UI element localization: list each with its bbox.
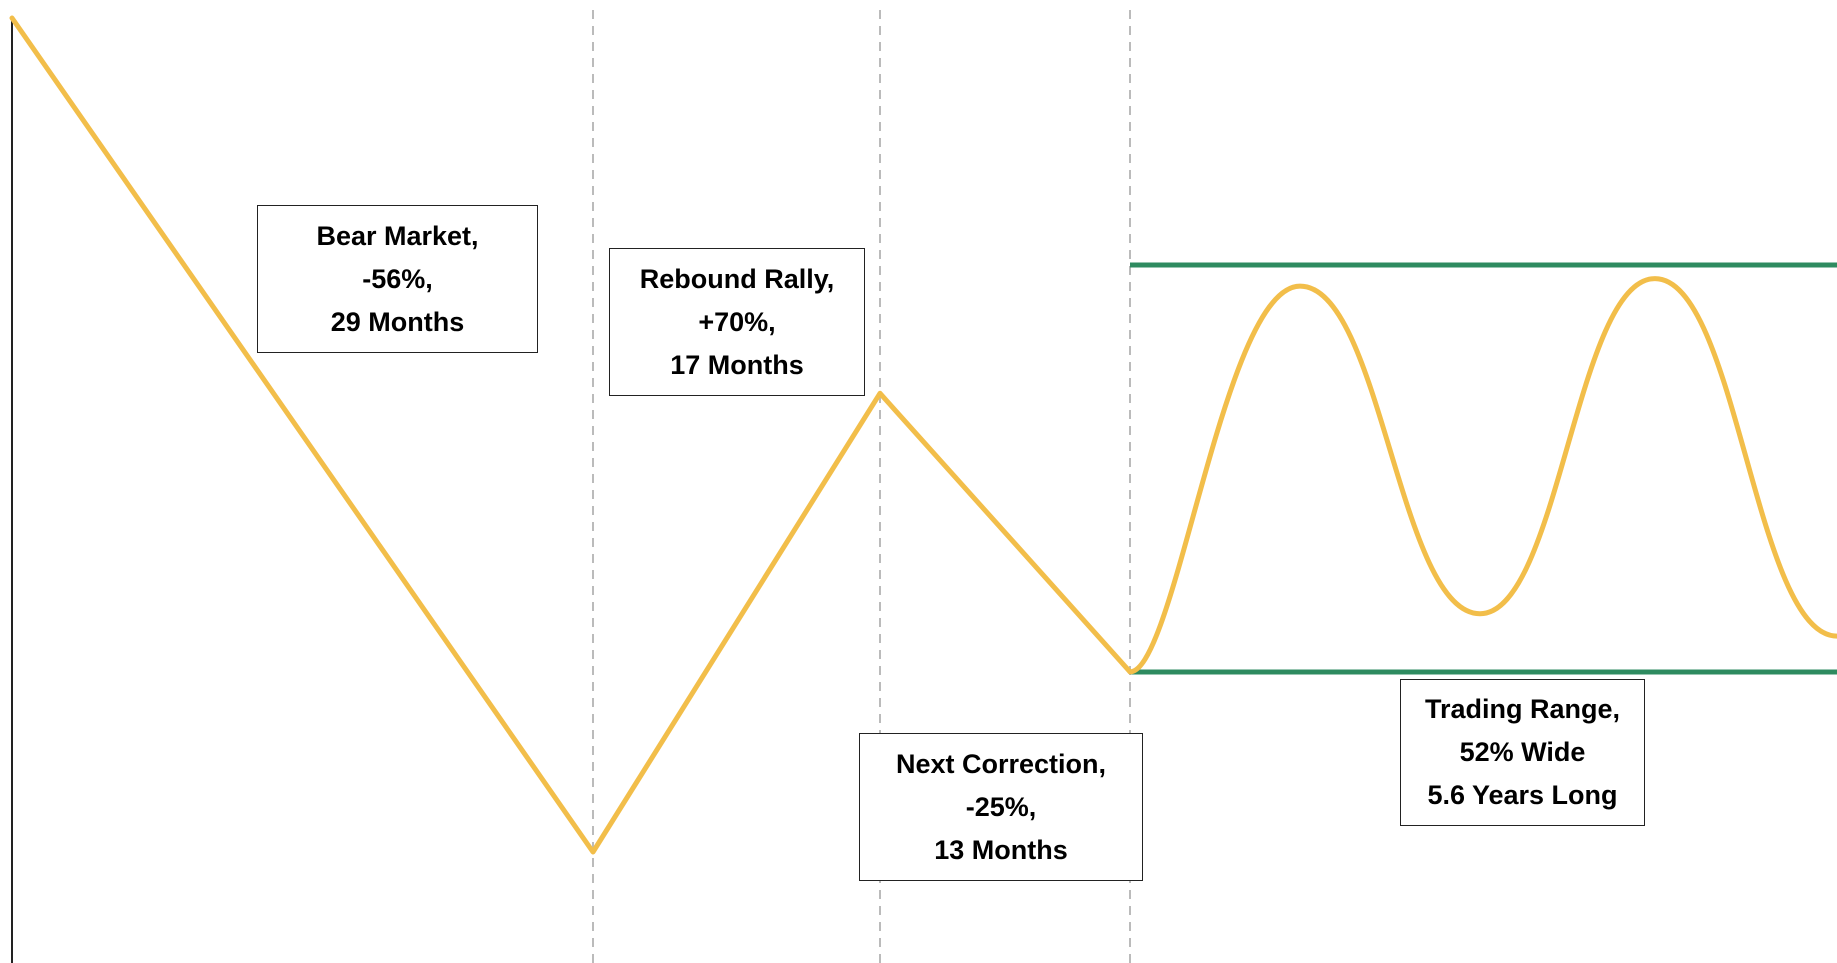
next-correction-annotation: Next Correction, -25%, 13 Months xyxy=(859,733,1143,881)
bear-market-annotation: Bear Market, -56%, 29 Months xyxy=(257,205,538,353)
rebound-rally-line-3: 17 Months xyxy=(670,349,804,380)
rebound-rally-line-1: Rebound Rally, xyxy=(639,263,835,294)
trading-range-line-2: 52% Wide xyxy=(1459,737,1586,767)
rebound-rally-line-2: +70%, xyxy=(698,306,776,337)
price-line-zigzag xyxy=(9,15,1133,855)
next-correction-line-3: 13 Months xyxy=(934,834,1068,865)
next-correction-line-2: -25%, xyxy=(965,791,1037,822)
trading-range-line-1: Trading Range, xyxy=(1424,694,1621,724)
bear-market-line-2: -56%, xyxy=(362,263,433,294)
trading-range-annotation: Trading Range, 52% Wide 5.6 Years Long xyxy=(1400,679,1645,826)
bear-market-line-1: Bear Market, xyxy=(316,220,479,251)
price-line-range-wave xyxy=(1127,276,1837,675)
bear-market-line-3: 29 Months xyxy=(330,306,465,337)
rebound-rally-annotation: Rebound Rally, +70%, 17 Months xyxy=(609,248,865,396)
trading-range-line-3: 5.6 Years Long xyxy=(1427,780,1618,810)
next-correction-line-1: Next Correction, xyxy=(895,748,1107,779)
